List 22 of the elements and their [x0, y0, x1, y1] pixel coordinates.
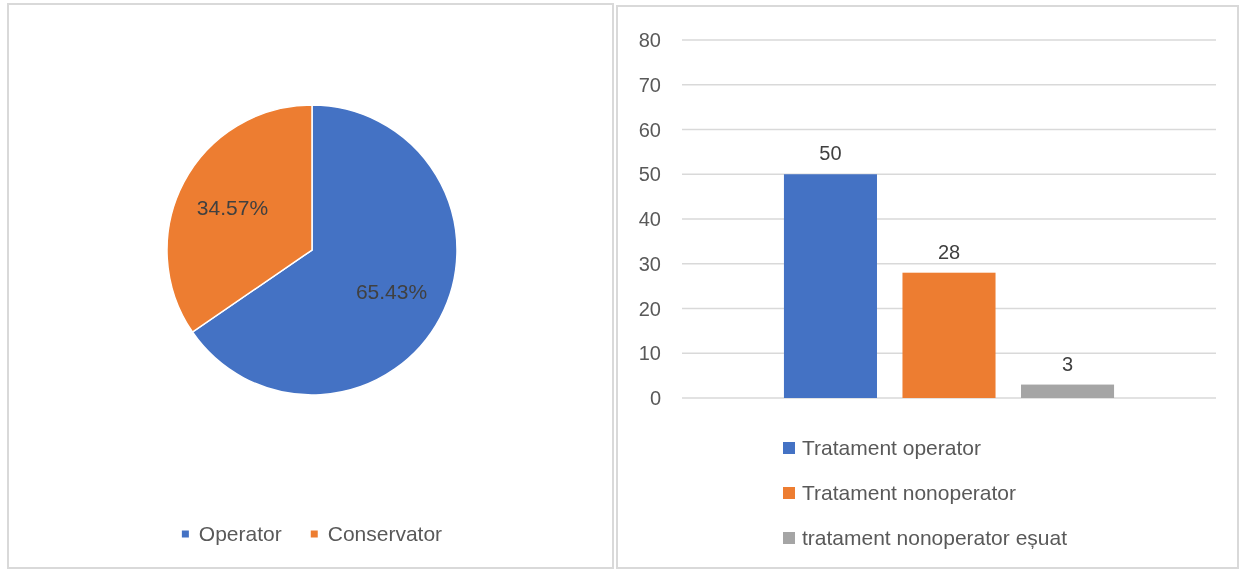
bar	[783, 174, 877, 398]
y-tick-label: 0	[649, 387, 661, 409]
data-label: 65.43%	[355, 280, 428, 304]
data-label: 3	[1061, 352, 1074, 375]
y-tick-label: 10	[638, 342, 661, 365]
bar	[902, 272, 996, 398]
y-tick-label: 20	[638, 297, 661, 320]
legend-label: Tratament nonoperator	[802, 481, 1017, 505]
data-label: 34.57%	[196, 196, 269, 220]
y-tick-label: 70	[638, 73, 661, 96]
legend-label: Conservator	[327, 522, 443, 546]
y-tick-label: 40	[638, 208, 661, 230]
legend-label: Operator	[198, 522, 282, 546]
legend-label: Tratament operator	[802, 436, 981, 460]
y-tick-label: 50	[638, 163, 661, 186]
y-tick-label: 30	[638, 252, 661, 275]
data-label: 50	[819, 142, 842, 165]
y-tick-label: 80	[638, 29, 661, 51]
bar	[1021, 384, 1115, 398]
legend-label: tratament nonoperator eșuat	[802, 526, 1068, 550]
y-tick-label: 60	[638, 118, 661, 141]
data-label: 28	[937, 240, 961, 263]
